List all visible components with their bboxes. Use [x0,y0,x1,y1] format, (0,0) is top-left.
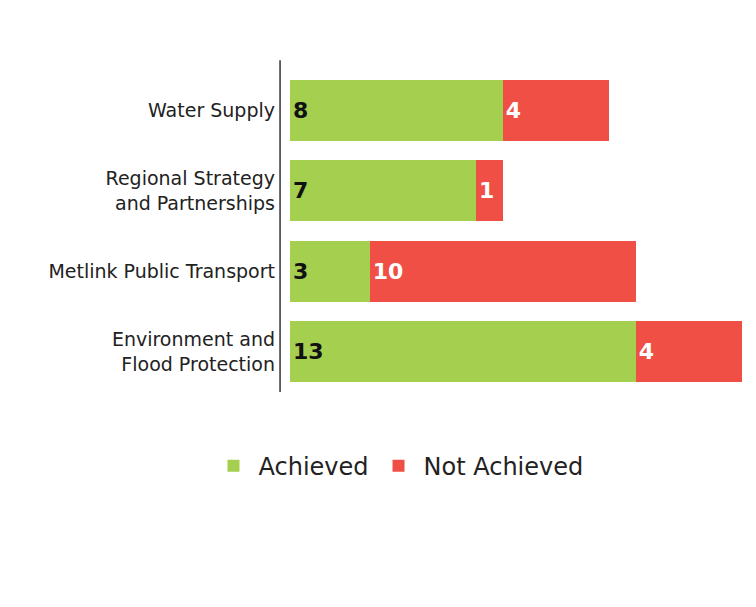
svg-text:13: 13 [293,339,324,364]
svg-text:Environment andFlood Protectio: Environment andFlood Protection [112,328,275,375]
svg-text:Metlink Public Transport: Metlink Public Transport [48,260,275,282]
svg-text:7: 7 [293,178,308,203]
svg-text:1: 1 [479,178,494,203]
svg-text:3: 3 [293,259,308,284]
svg-text:Water Supply: Water Supply [148,99,275,121]
svg-text:Not Achieved: Not Achieved [424,453,584,481]
svg-text:Achieved: Achieved [258,453,368,481]
svg-text:Regional Strategyand Partnersh: Regional Strategyand Partnerships [106,167,275,214]
svg-text:10: 10 [373,259,404,284]
svg-text:8: 8 [293,98,308,123]
svg-text:4: 4 [639,339,654,364]
svg-text:4: 4 [506,98,521,123]
